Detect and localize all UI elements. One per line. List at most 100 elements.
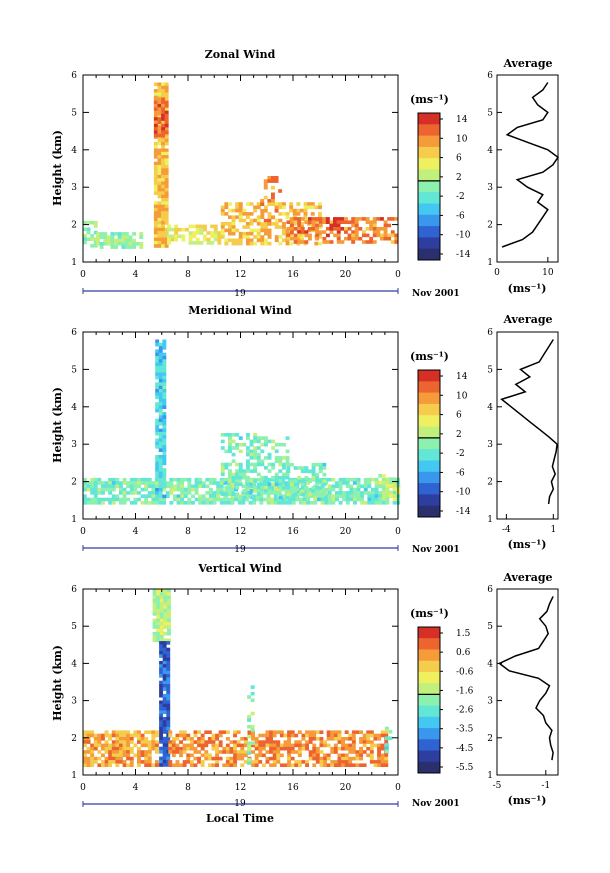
- meridional-wind-cell: [385, 497, 390, 502]
- meridional-wind-cell: [285, 459, 290, 463]
- meridional-wind-cell: [224, 433, 229, 437]
- meridional-wind-cell: [331, 477, 336, 482]
- zonal-wind-cell: [161, 188, 165, 192]
- meridional-wind-cell: [338, 484, 343, 489]
- meridional-wind-cell: [246, 433, 250, 437]
- zonal-wind-cell: [153, 207, 158, 212]
- vertical-wind-cell: [156, 589, 161, 593]
- meridional-wind-cell: [260, 449, 265, 454]
- meridional-wind-cell: [295, 497, 300, 502]
- meridional-wind-cell: [83, 497, 87, 502]
- vertical-wind-cell: [287, 743, 291, 748]
- zonal-wind-cell: [351, 217, 356, 221]
- meridional-wind-date-axis: 19 Nov 2001: [234, 545, 459, 555]
- vertical-wind-cell: [319, 737, 324, 741]
- vertical-wind-cell: [159, 746, 163, 751]
- meridional-wind-cell: [212, 491, 217, 495]
- vertical-wind-cell: [225, 760, 230, 764]
- meridional-wind-cell: [155, 471, 160, 476]
- meridional-wind-cell: [349, 491, 354, 495]
- meridional-wind-cell: [224, 449, 229, 454]
- vertical-wind-cell: [175, 733, 180, 738]
- meridional-wind-cell: [353, 477, 357, 482]
- meridional-wind-cell: [228, 449, 232, 454]
- meridional-wind-cell: [235, 472, 240, 477]
- vertical-wind-cell: [276, 740, 281, 744]
- vertical-wind-cell: [254, 737, 259, 741]
- zonal-wind-cell: [322, 220, 327, 224]
- vertical-wind-cell: [319, 743, 324, 748]
- zonal-wind-cell: [161, 141, 165, 146]
- zonal-wind-cell: [354, 223, 359, 228]
- meridional-wind-cell: [277, 487, 282, 492]
- zonal-wind-cell: [267, 222, 272, 226]
- zonal-wind-cell: [351, 233, 356, 238]
- zonal-wind-cell: [153, 221, 158, 225]
- meridional-wind-colorbar-tick-label: 10: [456, 391, 468, 401]
- vertical-wind-cell: [166, 717, 171, 721]
- vertical-wind-cell: [133, 753, 138, 758]
- zonal-wind-cell: [322, 217, 327, 221]
- vertical-wind-cell: [377, 760, 381, 764]
- vertical-wind-cell: [151, 763, 156, 767]
- meridional-wind-cell: [224, 495, 229, 500]
- meridional-wind-cell: [97, 501, 102, 505]
- zonal-wind-cell: [161, 117, 165, 121]
- meridional-wind-cell: [158, 385, 163, 390]
- vertical-wind-cell: [323, 743, 327, 748]
- meridional-wind-colorbar-swatch: [418, 437, 440, 450]
- vertical-wind-cell: [97, 737, 102, 741]
- vertical-wind-cell: [166, 670, 171, 675]
- vertical-wind-cell: [119, 753, 123, 758]
- vertical-wind-cell: [279, 730, 284, 734]
- meridional-wind-cell: [304, 469, 309, 474]
- zonal-wind-cell: [161, 217, 165, 222]
- meridional-wind-cell: [231, 433, 236, 437]
- meridional-wind-cell: [231, 439, 236, 444]
- vertical-wind-cell: [166, 743, 171, 747]
- zonal-wind-cell: [260, 222, 265, 226]
- zonal-wind-cell: [271, 199, 275, 203]
- meridional-wind-cell: [311, 466, 316, 470]
- zonal-wind-cell: [206, 241, 211, 245]
- meridional-wind-cell: [83, 477, 87, 482]
- vertical-wind-cell: [326, 733, 331, 738]
- zonal-wind-cell: [285, 215, 290, 219]
- meridional-wind-cell: [322, 489, 327, 493]
- zonal-wind-colorbar-swatch: [418, 226, 440, 238]
- zonal-wind-cell: [99, 242, 104, 246]
- zonal-wind-cell: [282, 225, 286, 229]
- vertical-wind-cell: [126, 756, 131, 761]
- meridional-wind-cell: [111, 501, 116, 505]
- meridional-wind-cell: [360, 501, 365, 505]
- meridional-wind-cell: [286, 466, 291, 470]
- vertical-wind-cell: [166, 740, 171, 744]
- vertical-wind-cell: [159, 592, 164, 596]
- vertical-wind-cell: [162, 720, 167, 724]
- vertical-wind-cell: [207, 753, 212, 758]
- vertical-wind-colorbar-tick-label: 1.5: [456, 629, 471, 639]
- meridional-wind-cell: [290, 486, 294, 490]
- vertical-wind-cell: [97, 763, 102, 767]
- vertical-wind-cell: [233, 740, 237, 744]
- vertical-wind-cell: [159, 730, 163, 734]
- meridional-wind-cell: [155, 494, 160, 499]
- vertical-wind-cell: [162, 746, 167, 751]
- vertical-wind-cell: [156, 612, 161, 616]
- meridional-wind-cell: [216, 481, 221, 485]
- vertical-wind-cell: [189, 743, 194, 748]
- meridional-wind-cell: [158, 359, 163, 363]
- vertical-wind-cell: [287, 730, 291, 734]
- vertical-wind-cell: [207, 730, 212, 734]
- meridional-wind-cell: [108, 501, 113, 505]
- vertical-wind-cell: [182, 737, 187, 741]
- vertical-wind-cell: [261, 733, 266, 738]
- zonal-wind-cell: [311, 220, 316, 224]
- vertical-wind-cell: [166, 693, 171, 698]
- meridional-wind-cell: [253, 452, 258, 457]
- vertical-wind-cell: [200, 760, 205, 764]
- meridional-wind-cell: [155, 372, 160, 377]
- zonal-wind-cell: [256, 215, 261, 219]
- zonal-wind-cell: [199, 231, 204, 235]
- vertical-wind-cell: [129, 756, 134, 761]
